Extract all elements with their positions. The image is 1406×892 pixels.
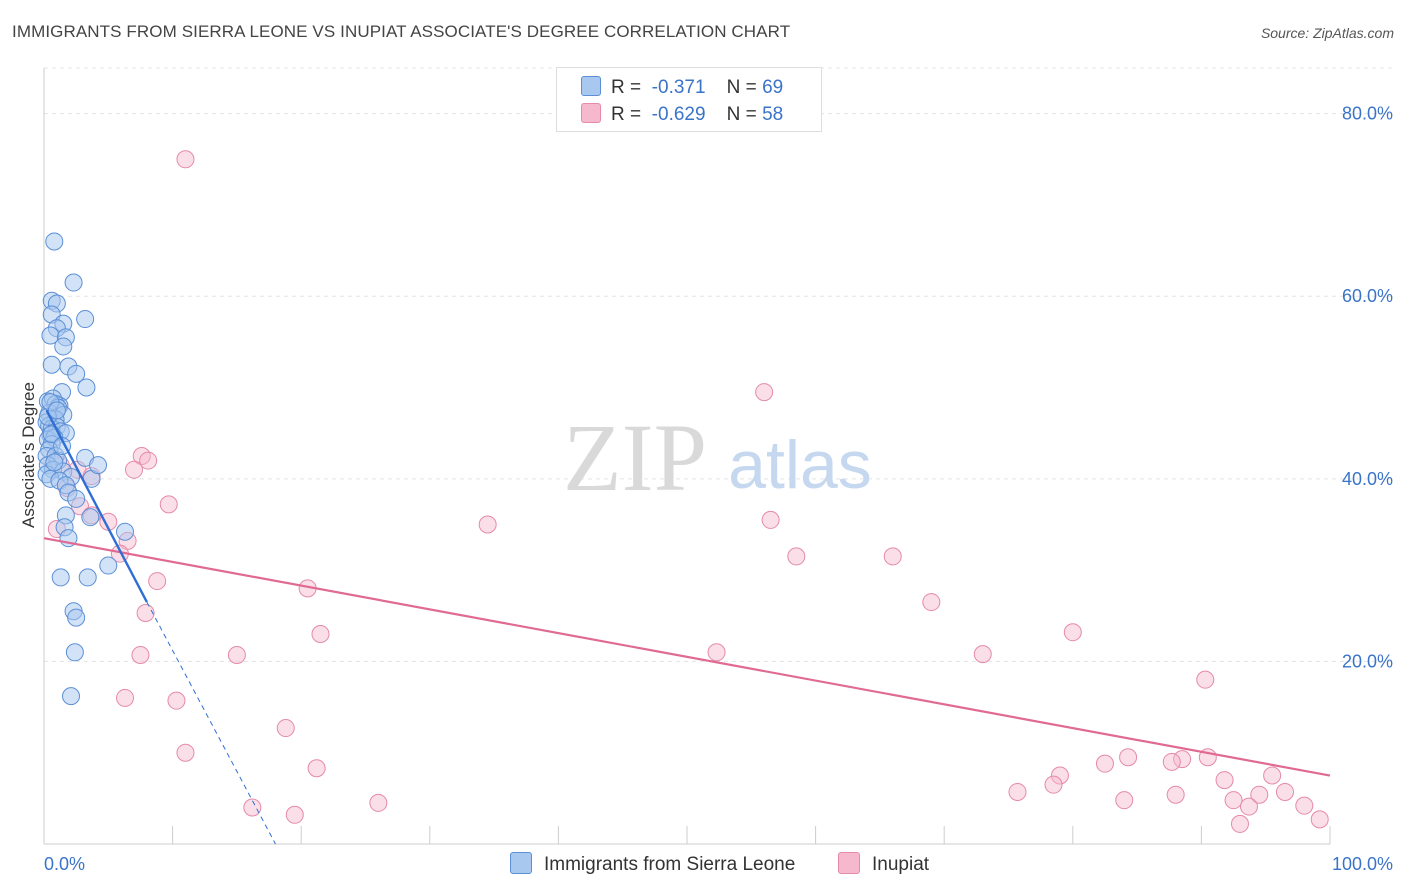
series-legend: Immigrants from Sierra Leone Inupiat bbox=[0, 852, 1406, 876]
legend-swatch-pink bbox=[581, 103, 601, 123]
data-point-inupiat bbox=[1239, 797, 1258, 816]
y-tick-label: 20.0% bbox=[1342, 651, 1393, 671]
legend-swatch-blue bbox=[581, 76, 601, 96]
x-tick-label: 100.0% bbox=[1332, 854, 1393, 874]
data-point-sierra-leone bbox=[116, 522, 135, 541]
y-axis-label: Associate's Degree bbox=[19, 382, 38, 528]
data-point-inupiat bbox=[1196, 670, 1215, 689]
legend-row-inupiat: R = -0.629 N = 58 bbox=[581, 103, 783, 127]
y-tick-label: 40.0% bbox=[1342, 469, 1393, 489]
data-point-inupiat bbox=[1215, 771, 1234, 790]
y-tick-label: 80.0% bbox=[1342, 104, 1393, 124]
trend-line-sierra-leone-extension bbox=[146, 601, 276, 845]
data-point-inupiat bbox=[1295, 796, 1314, 815]
data-point-sierra-leone bbox=[76, 310, 95, 329]
legend-item-sierra-leone: Immigrants from Sierra Leone bbox=[510, 852, 795, 876]
data-point-inupiat bbox=[1119, 748, 1138, 767]
source-label: Source: ZipAtlas.com bbox=[1260, 25, 1394, 41]
data-point-inupiat bbox=[131, 646, 150, 665]
watermark-zip: ZIP bbox=[563, 404, 707, 511]
data-point-inupiat bbox=[755, 383, 774, 402]
data-point-inupiat bbox=[478, 515, 497, 534]
chart-title: IMMIGRANTS FROM SIERRA LEONE VS INUPIAT … bbox=[12, 22, 791, 41]
watermark-atlas: atlas bbox=[728, 427, 872, 503]
data-point-inupiat bbox=[1310, 810, 1329, 829]
data-point-inupiat bbox=[1044, 775, 1063, 794]
grid-lines bbox=[44, 67, 1392, 662]
data-point-sierra-leone bbox=[64, 273, 83, 292]
r-value: -0.629 bbox=[651, 104, 706, 125]
data-point-inupiat bbox=[132, 447, 151, 465]
data-point-sierra-leone bbox=[54, 337, 73, 356]
y-tick-label: 60.0% bbox=[1342, 286, 1393, 306]
data-point-sierra-leone bbox=[81, 508, 100, 527]
x-tick-label: 0.0% bbox=[44, 854, 85, 874]
data-point-inupiat bbox=[1263, 766, 1282, 785]
data-point-inupiat bbox=[883, 547, 902, 566]
n-value: 58 bbox=[762, 104, 784, 125]
watermark: ZIP atlas bbox=[563, 404, 872, 511]
trend-lines bbox=[43, 409, 1331, 845]
data-point-inupiat bbox=[707, 643, 726, 662]
data-point-inupiat bbox=[1224, 791, 1243, 810]
data-point-inupiat bbox=[276, 719, 295, 738]
r-value: -0.371 bbox=[651, 77, 706, 98]
data-point-inupiat bbox=[1095, 754, 1114, 773]
data-point-inupiat bbox=[311, 625, 330, 644]
data-point-sierra-leone bbox=[47, 401, 66, 420]
series-inupiat-points bbox=[47, 150, 1329, 833]
tick-labels: 20.0% 40.0% 60.0% 80.0% 0.0% 100.0% bbox=[44, 104, 1393, 874]
data-point-inupiat bbox=[285, 805, 304, 824]
data-point-inupiat bbox=[787, 547, 806, 566]
data-point-inupiat bbox=[1230, 814, 1249, 833]
legend-swatch-pink bbox=[838, 852, 860, 874]
data-point-sierra-leone bbox=[78, 568, 97, 587]
legend-row-sierra-leone: R = -0.371 N = 69 bbox=[581, 76, 783, 100]
data-point-inupiat bbox=[125, 460, 144, 479]
data-point-inupiat bbox=[369, 793, 388, 812]
trend-line-inupiat bbox=[43, 537, 1331, 777]
legend-swatch-blue bbox=[510, 852, 532, 874]
data-point-sierra-leone bbox=[45, 453, 64, 472]
data-point-inupiat bbox=[1162, 752, 1181, 771]
data-point-inupiat bbox=[1173, 750, 1192, 769]
data-point-inupiat bbox=[243, 798, 262, 817]
correlation-legend: R = -0.371 N = 69 R = -0.629 N = 58 bbox=[556, 67, 822, 132]
trend-line-sierra-leone bbox=[45, 409, 148, 603]
data-point-inupiat bbox=[136, 604, 155, 623]
data-point-inupiat bbox=[307, 759, 326, 778]
data-point-inupiat bbox=[159, 495, 178, 514]
data-point-sierra-leone bbox=[77, 378, 96, 397]
data-point-sierra-leone bbox=[67, 364, 86, 383]
data-point-inupiat bbox=[227, 646, 246, 665]
data-point-inupiat bbox=[1250, 785, 1269, 804]
data-point-sierra-leone bbox=[99, 556, 118, 575]
data-point-sierra-leone bbox=[89, 456, 108, 475]
data-point-inupiat bbox=[176, 743, 195, 762]
data-point-sierra-leone bbox=[51, 568, 70, 587]
data-point-inupiat bbox=[139, 451, 158, 470]
data-point-sierra-leone bbox=[67, 608, 86, 627]
data-point-inupiat bbox=[116, 688, 135, 707]
n-value: 69 bbox=[762, 77, 784, 98]
data-point-inupiat bbox=[148, 572, 167, 591]
data-point-inupiat bbox=[1063, 623, 1082, 642]
data-point-inupiat bbox=[176, 150, 195, 169]
legend-item-inupiat: Inupiat bbox=[838, 852, 929, 876]
data-point-sierra-leone bbox=[65, 643, 84, 662]
data-point-inupiat bbox=[1166, 785, 1185, 804]
data-point-inupiat bbox=[1050, 766, 1069, 785]
data-point-sierra-leone bbox=[42, 355, 61, 374]
data-point-sierra-leone bbox=[67, 489, 86, 508]
data-point-sierra-leone bbox=[62, 687, 81, 706]
data-point-sierra-leone bbox=[45, 232, 64, 251]
data-point-inupiat bbox=[973, 645, 992, 664]
data-point-inupiat bbox=[761, 510, 780, 529]
data-point-inupiat bbox=[1115, 791, 1134, 810]
data-point-inupiat bbox=[922, 593, 941, 612]
data-point-inupiat bbox=[1275, 782, 1294, 801]
data-point-inupiat bbox=[1008, 782, 1027, 801]
data-point-inupiat bbox=[167, 691, 186, 710]
